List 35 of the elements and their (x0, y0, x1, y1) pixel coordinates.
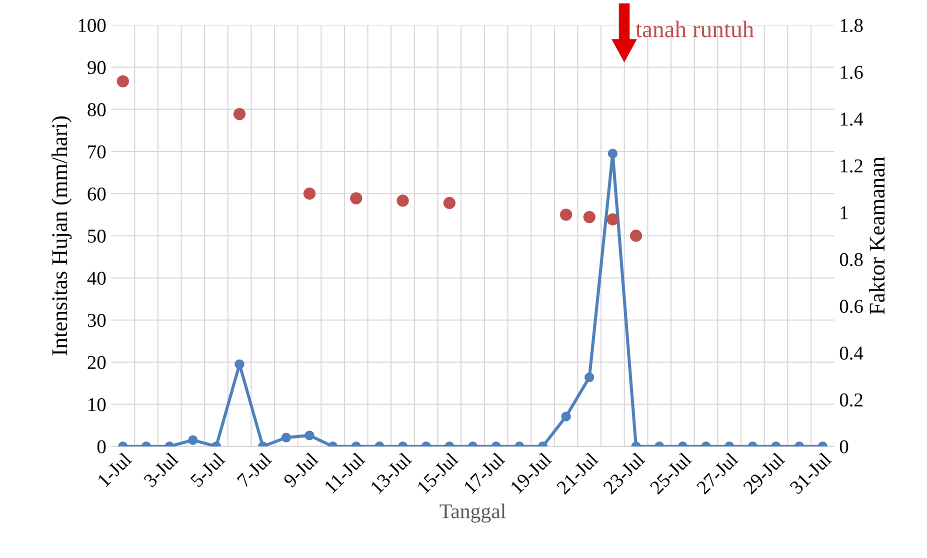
y-tick-label: 30 (88, 314, 106, 327)
point (303, 188, 316, 200)
y-tick-label: 90 (88, 61, 106, 74)
point (350, 192, 362, 204)
y-tick-label: 0 (97, 440, 106, 454)
point (630, 230, 642, 242)
point (233, 108, 246, 120)
y-axis-title: Intensitas Hujan (mm/hari) (52, 116, 72, 356)
y2-tick-label: 0.2 (840, 393, 862, 407)
y-tick-label: 10 (88, 398, 106, 412)
point (560, 208, 572, 221)
y-tick-label: 40 (87, 272, 106, 285)
y-tick-label: 100 (78, 18, 106, 32)
y2-axis-title: Faktor Keamanan (869, 156, 885, 314)
y-tick-label: 60 (88, 187, 106, 201)
x-axis-title: Tanggal (440, 504, 506, 523)
y2-tick-label: 0.4 (840, 346, 864, 360)
y2-tick-label: 1.6 (840, 66, 863, 79)
y-tick-label: 80 (88, 103, 106, 116)
y2-tick-label: 0.8 (840, 252, 863, 266)
y2-tick-label: 0 (840, 440, 848, 454)
y-tick-label: 70 (88, 145, 106, 158)
point (116, 75, 129, 88)
y2-tick-label: 1 (840, 206, 848, 220)
point (443, 196, 456, 210)
annotation: tanah runtuh (636, 20, 754, 38)
y2-tick-label: 1.4 (840, 112, 864, 126)
point (396, 194, 409, 207)
point (583, 210, 596, 224)
point (606, 213, 619, 226)
y-tick-label: 50 (88, 230, 106, 243)
y2-tick-label: 1.2 (840, 159, 862, 173)
y-tick-label: 20 (88, 356, 106, 370)
y2-tick-label: 0.6 (840, 300, 863, 313)
y2-tick-label: 1.8 (840, 18, 863, 32)
